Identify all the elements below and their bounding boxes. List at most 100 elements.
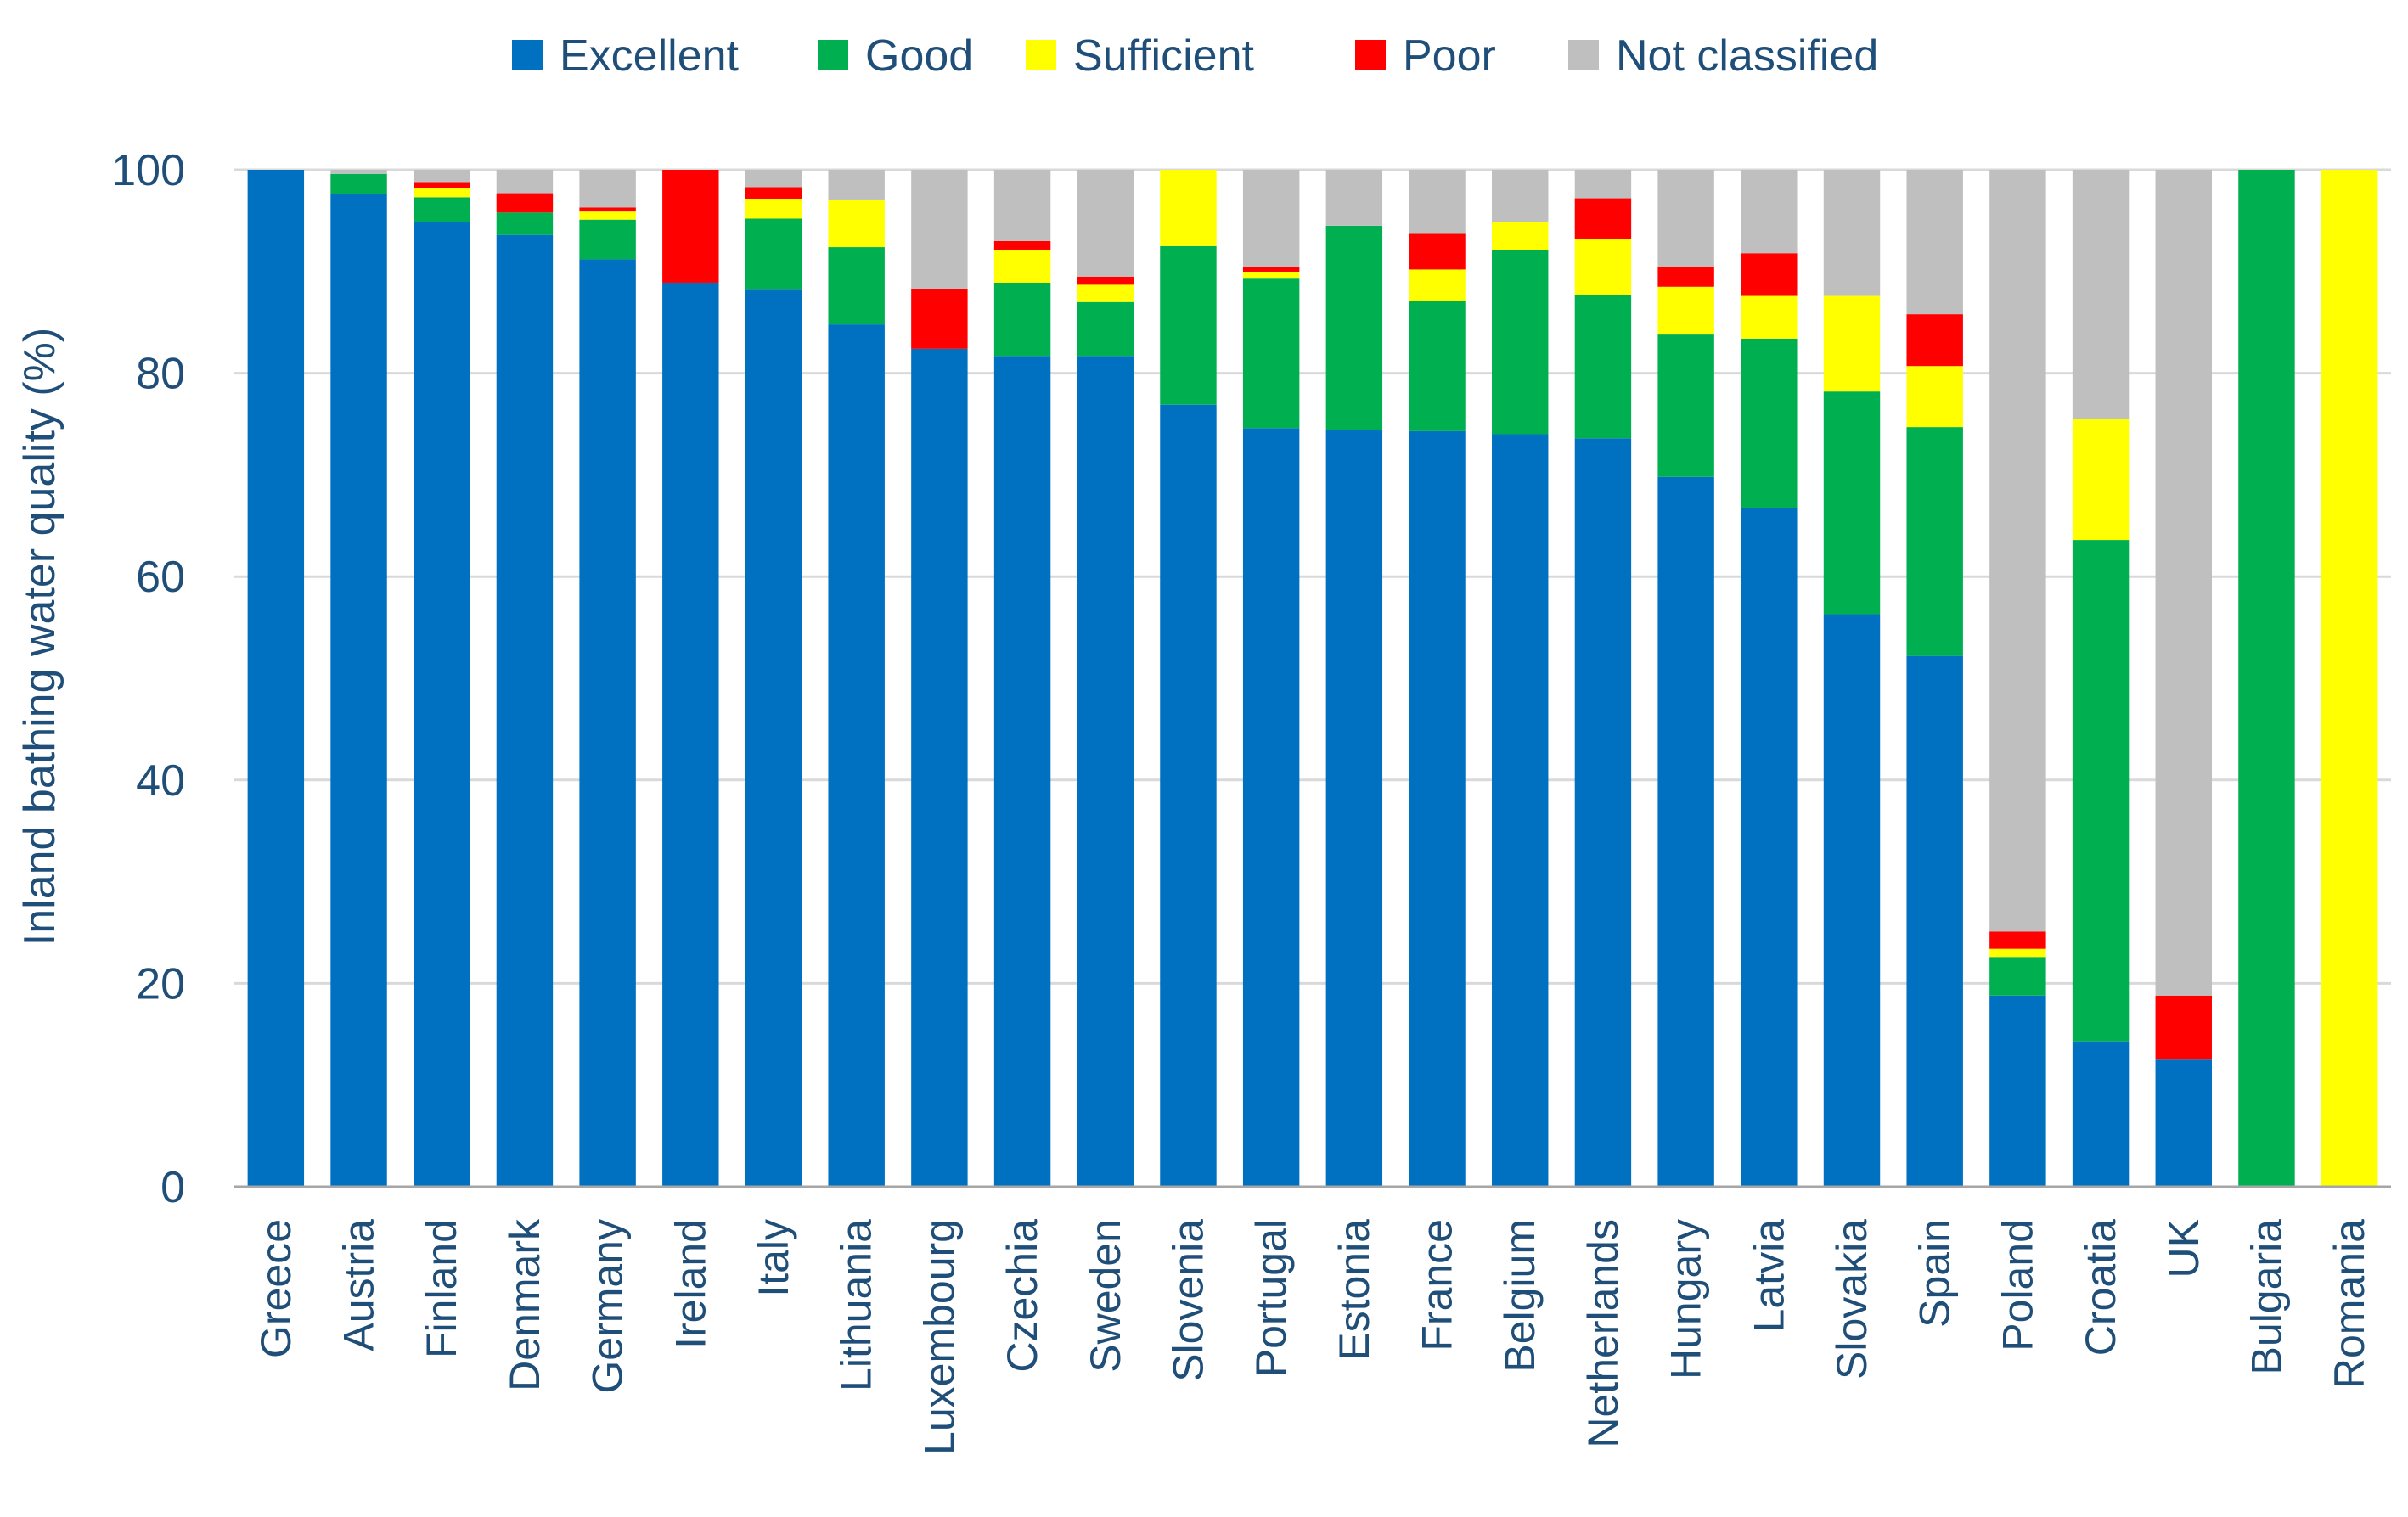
legend: Excellent Good Sufficient Poor Not classifie… <box>512 31 1878 81</box>
bar-czechia-sufficient <box>993 250 1051 283</box>
bar-luxembourg-not-classified <box>911 170 968 289</box>
x-axis: Greece Austria Finland Denmark Germany Irelan… <box>234 1185 2391 1455</box>
bar-bulgaria-good <box>2238 170 2295 1187</box>
bar-netherlands-not-classified <box>1574 170 1632 199</box>
bar-sweden-excellent <box>1077 356 1134 1187</box>
bar-croatia-good <box>2072 540 2130 1042</box>
legend-swatch-good <box>818 40 848 70</box>
bar-estonia-excellent <box>1325 430 1383 1187</box>
x-tick-label: Czechia <box>999 1219 1046 1373</box>
bar-germany-poor <box>579 207 636 212</box>
bar-germany-not-classified <box>579 170 636 208</box>
x-tick-label: Belgium <box>1496 1219 1544 1373</box>
x-tick-label: Hungary <box>1663 1219 1710 1379</box>
x-tick-label: Germany <box>584 1219 632 1394</box>
bar-croatia-excellent <box>2072 1041 2130 1187</box>
bar-denmark-excellent <box>496 234 554 1187</box>
bar-netherlands-excellent <box>1574 438 1632 1187</box>
bar-greece-excellent <box>247 170 305 1187</box>
x-tick-label: Bulgaria <box>2242 1219 2290 1375</box>
bar-belgium-sufficient <box>1492 222 1549 250</box>
bar-hungary-sufficient <box>1657 286 1714 335</box>
x-tick-label: Slovenia <box>1164 1219 1212 1382</box>
bar-austria-excellent <box>330 194 387 1188</box>
y-tick-label: 20 <box>136 959 185 1009</box>
bar-italy-not-classified <box>745 170 802 188</box>
x-tick-label: Estonia <box>1331 1219 1378 1361</box>
x-tick-label: Latvia <box>1745 1219 1792 1333</box>
bar-denmark-not-classified <box>496 170 554 194</box>
y-tick-label: 0 <box>160 1163 185 1212</box>
bar-czechia-good <box>993 282 1051 357</box>
x-tick-label: Denmark <box>501 1218 549 1391</box>
bar-sweden-poor <box>1077 276 1134 285</box>
bar-portugal-excellent <box>1242 428 1300 1187</box>
bar-denmark-poor <box>496 193 554 213</box>
bar-france-excellent <box>1409 430 1466 1187</box>
bar-slovenia-sufficient <box>1160 170 1217 246</box>
x-tick-label: UK <box>2160 1219 2208 1278</box>
bars <box>247 170 2378 1188</box>
bar-latvia-poor <box>1741 253 1798 296</box>
bar-belgium-not-classified <box>1492 170 1549 222</box>
bar-croatia-not-classified <box>2072 170 2130 419</box>
x-tick-label: Netherlands <box>1579 1219 1627 1448</box>
x-tick-label: France <box>1414 1219 1461 1351</box>
bar-sweden-good <box>1077 301 1134 357</box>
bar-estonia-not-classified <box>1325 170 1383 226</box>
x-tick-label: Sweden <box>1082 1219 1129 1373</box>
legend-swatch-excellent <box>512 40 543 70</box>
bar-finland-poor <box>414 182 470 188</box>
bar-latvia-sufficient <box>1741 295 1798 339</box>
bar-belgium-excellent <box>1492 434 1549 1188</box>
bar-hungary-not-classified <box>1657 170 1714 267</box>
bar-lithuania-good <box>828 247 885 325</box>
bar-slovenia-good <box>1160 245 1217 405</box>
bar-germany-sufficient <box>579 211 636 220</box>
bar-netherlands-good <box>1574 295 1632 439</box>
bar-slovakia-sufficient <box>1823 295 1881 392</box>
x-tick-label: Austria <box>335 1219 383 1351</box>
x-tick-label: Luxembourg <box>915 1219 963 1455</box>
bar-netherlands-sufficient <box>1574 239 1632 295</box>
x-tick-label: Lithuania <box>833 1219 880 1391</box>
x-tick-label: Ireland <box>667 1219 714 1349</box>
legend-label-good: Good <box>865 31 973 81</box>
x-tick-label: Finland <box>418 1219 465 1358</box>
bar-poland-good <box>1989 957 2046 996</box>
bar-ireland-poor <box>662 170 719 283</box>
bar-spain-poor <box>1906 314 1963 367</box>
bar-uk-poor <box>2155 995 2212 1060</box>
bar-ireland-excellent <box>662 282 719 1187</box>
bar-latvia-not-classified <box>1741 170 1798 254</box>
y-axis-title: Inland bathing water quality (%) <box>15 328 65 946</box>
legend-swatch-sufficient <box>1026 40 1056 70</box>
bar-poland-not-classified <box>1989 170 2046 932</box>
bar-denmark-good <box>496 212 554 235</box>
bar-portugal-not-classified <box>1242 170 1300 268</box>
bar-spain-good <box>1906 427 1963 656</box>
bar-lithuania-sufficient <box>828 199 885 248</box>
x-tick-label: Portugal <box>1247 1219 1295 1377</box>
bar-sweden-not-classified <box>1077 170 1134 277</box>
bar-lithuania-not-classified <box>828 170 885 200</box>
bar-uk-excellent <box>2155 1059 2212 1187</box>
bar-slovakia-not-classified <box>1823 170 1881 296</box>
legend-label-excellent: Excellent <box>560 31 740 81</box>
x-tick-label: Croatia <box>2077 1219 2124 1356</box>
bar-uk-not-classified <box>2155 170 2212 996</box>
bar-sweden-sufficient <box>1077 284 1134 302</box>
x-tick-label: Poland <box>1994 1219 2041 1351</box>
bar-belgium-good <box>1492 250 1549 435</box>
bar-portugal-sufficient <box>1242 272 1300 279</box>
legend-label-not-classified: Not classified <box>1616 31 1878 81</box>
bar-portugal-poor <box>1242 267 1300 272</box>
bar-hungary-good <box>1657 334 1714 477</box>
bar-poland-poor <box>1989 931 2046 949</box>
bar-estonia-good <box>1325 225 1383 430</box>
bar-hungary-poor <box>1657 266 1714 287</box>
bar-spain-sufficient <box>1906 366 1963 428</box>
bar-netherlands-poor <box>1574 198 1632 239</box>
bar-italy-excellent <box>745 289 802 1187</box>
